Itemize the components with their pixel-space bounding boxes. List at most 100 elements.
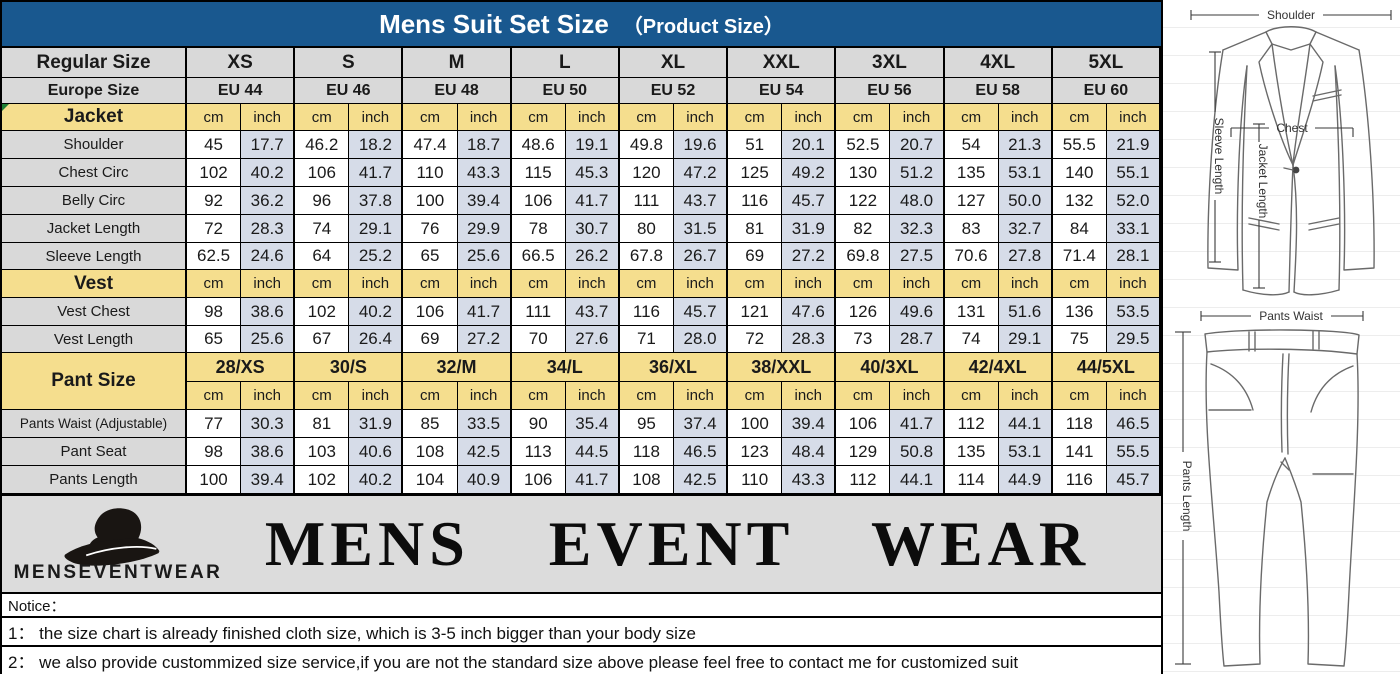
value-cm: 74 (295, 215, 350, 243)
unit-inch-label: inch (349, 270, 404, 298)
value-inch: 29.5 (1106, 326, 1161, 353)
value-inch: 29.9 (457, 215, 512, 243)
value-cm: 141 (1052, 438, 1107, 466)
value-inch: 27.2 (782, 243, 837, 270)
unit-cm-label: cm (187, 382, 242, 410)
value-cm: 65 (187, 326, 242, 353)
diagram-panel: Shoulder (1163, 0, 1400, 674)
value-cm: 111 (511, 298, 566, 326)
value-inch: 48.0 (890, 187, 945, 215)
value-inch: 49.6 (890, 298, 945, 326)
value-inch: 33.5 (457, 410, 512, 438)
value-cm: 54 (944, 131, 999, 159)
unit-cm-label: cm (511, 104, 566, 131)
value-inch: 29.1 (998, 326, 1053, 353)
jacket-section-label: Jacket (2, 104, 187, 131)
value-inch: 19.6 (673, 131, 729, 159)
value-cm: 136 (1052, 298, 1107, 326)
value-inch: 27.8 (998, 243, 1053, 270)
value-cm: 46.2 (295, 131, 350, 159)
value-inch: 27.6 (565, 326, 620, 353)
value-inch: 47.2 (673, 159, 729, 187)
value-inch: 41.7 (457, 298, 512, 326)
value-inch: 43.7 (673, 187, 729, 215)
value-inch: 55.5 (1106, 438, 1161, 466)
europe-size-header: EU 56 (836, 78, 945, 104)
value-cm: 130 (836, 159, 891, 187)
value-inch: 51.2 (890, 159, 945, 187)
europe-size-header: EU 50 (511, 78, 620, 104)
value-cm: 131 (944, 298, 999, 326)
unit-cm-label: cm (619, 104, 674, 131)
unit-inch-label: inch (349, 104, 404, 131)
unit-inch-label: inch (782, 382, 837, 410)
value-cm: 132 (1052, 187, 1107, 215)
pant-size-header: 36/XL (619, 353, 729, 382)
page-title: Mens Suit Set Size (379, 8, 609, 39)
value-cm: 73 (836, 326, 891, 353)
value-cm: 103 (295, 438, 350, 466)
value-inch: 44.1 (998, 410, 1053, 438)
unit-inch-label: inch (890, 104, 945, 131)
value-cm: 123 (728, 438, 783, 466)
value-inch: 40.2 (349, 298, 404, 326)
value-inch: 28.3 (241, 215, 296, 243)
value-cm: 45 (187, 131, 242, 159)
value-cm: 49.8 (619, 131, 674, 159)
page-title-sub: （Product Size） (622, 15, 784, 38)
value-cm: 106 (836, 410, 891, 438)
unit-cm-label: cm (728, 382, 783, 410)
title-bar: Mens Suit Set Size （Product Size） (0, 0, 1163, 48)
value-cm: 116 (728, 187, 783, 215)
value-inch: 26.7 (673, 243, 729, 270)
value-inch: 27.5 (890, 243, 945, 270)
value-cm: 90 (511, 410, 566, 438)
value-cm: 69 (403, 326, 458, 353)
pant-size-header: 34/L (511, 353, 620, 382)
value-inch: 30.3 (241, 410, 296, 438)
value-inch: 18.7 (457, 131, 512, 159)
pant-size-header: 38/XXL (728, 353, 837, 382)
size-header: XL (619, 48, 729, 78)
value-inch: 52.0 (1106, 187, 1161, 215)
row-label: Pant Seat (2, 438, 187, 466)
value-inch: 37.4 (673, 410, 729, 438)
value-cm: 135 (944, 438, 999, 466)
value-inch: 33.1 (1106, 215, 1161, 243)
value-inch: 27.2 (457, 326, 512, 353)
row-label: Sleeve Length (2, 243, 187, 270)
value-cm: 78 (511, 215, 566, 243)
value-cm: 112 (836, 466, 891, 494)
value-cm: 110 (403, 159, 458, 187)
europe-size-header: EU 58 (944, 78, 1053, 104)
unit-cm-label: cm (944, 104, 999, 131)
value-cm: 129 (836, 438, 891, 466)
size-header: 5XL (1052, 48, 1161, 78)
pants-length-measure-label: Pants Length (1180, 461, 1194, 532)
value-inch: 42.5 (457, 438, 512, 466)
value-inch: 43.3 (782, 466, 837, 494)
sleeve-length-measure-label: Sleeve Length (1212, 118, 1226, 195)
value-inch: 43.7 (565, 298, 620, 326)
value-inch: 47.6 (782, 298, 837, 326)
value-cm: 98 (187, 298, 242, 326)
value-inch: 30.7 (565, 215, 620, 243)
value-inch: 53.1 (998, 438, 1053, 466)
unit-cm-label: cm (511, 270, 566, 298)
value-inch: 25.6 (241, 326, 296, 353)
pants-diagram: Pants Waist Pants Length (1175, 309, 1364, 667)
value-cm: 66.5 (511, 243, 566, 270)
value-cm: 69.8 (836, 243, 891, 270)
value-cm: 55.5 (1052, 131, 1107, 159)
value-cm: 116 (1052, 466, 1107, 494)
row-label: Vest Chest (2, 298, 187, 326)
unit-inch-label: inch (1106, 270, 1161, 298)
pant-size-header: 32/M (403, 353, 512, 382)
value-inch: 18.2 (349, 131, 404, 159)
value-cm: 100 (403, 187, 458, 215)
unit-cm-label: cm (403, 382, 458, 410)
size-header: XXL (728, 48, 837, 78)
value-cm: 82 (836, 215, 891, 243)
size-header: XS (187, 48, 296, 78)
pant-size-header: 42/4XL (944, 353, 1053, 382)
